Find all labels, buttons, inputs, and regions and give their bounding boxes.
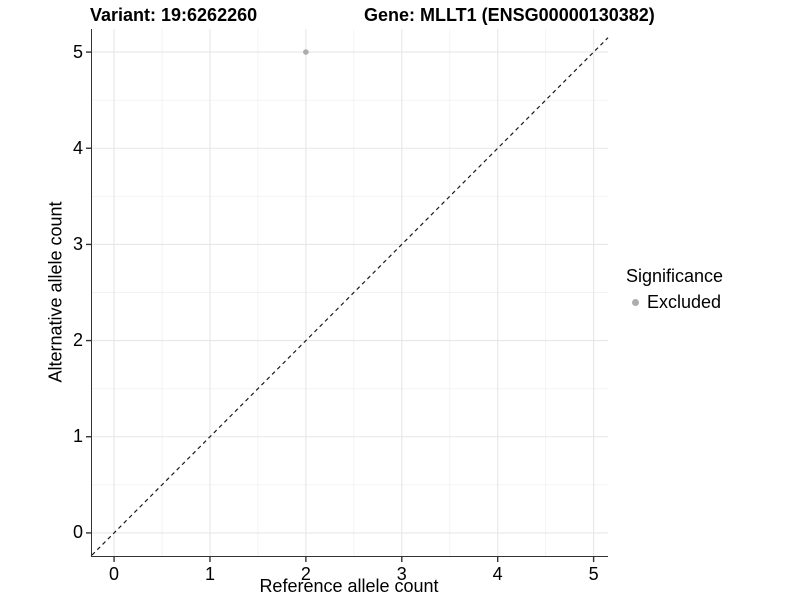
- x-tick-label: 3: [396, 564, 407, 584]
- x-tick-label: 4: [492, 564, 503, 584]
- y-axis-title: Alternative allele count: [45, 201, 66, 383]
- excluded-point-icon: [632, 298, 639, 306]
- gene-title: Gene: MLLT1 (ENSG00000130382): [364, 5, 655, 25]
- x-tick-label: 0: [109, 564, 120, 584]
- x-axis-title: Reference allele count: [259, 576, 439, 596]
- x-tick-label: 1: [204, 564, 215, 584]
- legend-item-label: Excluded: [647, 292, 722, 312]
- plot-panel: 0 1 2 3 4 5 0 1 2 3 4 5: [73, 29, 609, 584]
- y-tick-label: 5: [72, 41, 83, 62]
- x-tick-label: 5: [588, 564, 599, 584]
- x-tick-label: 2: [300, 564, 311, 584]
- legend-title: Significance: [626, 266, 724, 286]
- legend-item-excluded: Excluded: [626, 291, 796, 313]
- y-tick-label: 2: [72, 330, 83, 351]
- legend: Significance Excluded: [626, 265, 796, 313]
- data-point-excluded: [303, 49, 309, 55]
- identity-dashed-line: [91, 37, 609, 556]
- plot-canvas: [86, 29, 609, 562]
- y-tick-label: 4: [72, 137, 83, 158]
- y-tick-label: 0: [72, 522, 83, 543]
- y-tick-label: 1: [72, 426, 83, 447]
- variant-title: Variant: 19:6262260: [90, 5, 258, 25]
- y-tick-label: 3: [72, 233, 83, 254]
